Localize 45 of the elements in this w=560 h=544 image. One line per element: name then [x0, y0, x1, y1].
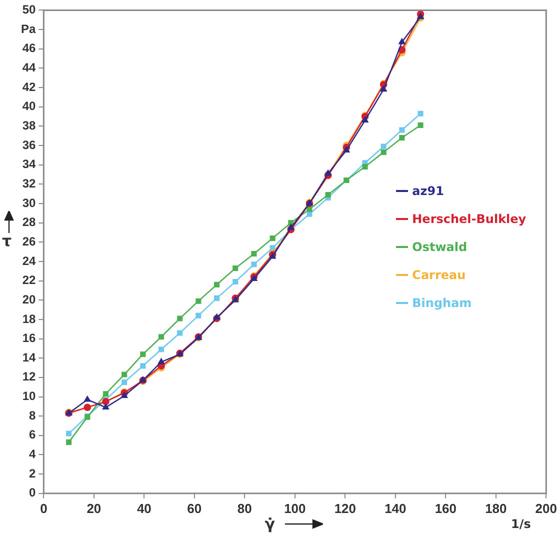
y-tick-label: 40 — [22, 99, 36, 114]
y-tick-label: 44 — [22, 60, 36, 74]
y-tick-label: 36 — [22, 138, 36, 152]
y-tick-label: 6 — [28, 428, 36, 442]
y-tick-label: 8 — [28, 408, 36, 422]
y-tick-label: 38 — [22, 118, 36, 132]
y-tick-label: 12 — [22, 370, 36, 384]
y-tick-label: 30 — [22, 196, 36, 210]
y-tick-label: 34 — [22, 157, 36, 172]
y-tick-label: 22 — [22, 273, 36, 288]
y-tick-label: 0 — [28, 486, 36, 500]
y-tick-label: 26 — [22, 234, 36, 248]
y-axis-title: τ — [2, 232, 12, 250]
y-tick-label: 42 — [22, 80, 36, 94]
y-tick-label: 32 — [22, 176, 36, 190]
y-tick-label: 28 — [22, 215, 36, 230]
y-tick-label: 18 — [22, 312, 36, 326]
text: 1/s — [511, 517, 531, 532]
x-tick-label: 160 — [434, 500, 457, 516]
legend-label: az91 — [412, 184, 444, 198]
y-tick-label: Pa — [20, 22, 36, 36]
x-tick-label: 100 — [284, 500, 306, 516]
legend-label: Ostwald — [412, 240, 468, 254]
y-tick-label: 50 — [22, 2, 36, 17]
x-tick-label: 200 — [535, 500, 558, 516]
y-tick-label: 16 — [22, 331, 36, 346]
y-tick-label: 20 — [22, 292, 36, 306]
y-tick-label: 10 — [22, 389, 36, 404]
y-tick-label: 24 — [22, 254, 36, 268]
x-tick-label: 20 — [86, 500, 102, 516]
y-tick-label: 14 — [22, 350, 36, 364]
x-tick-label: 180 — [485, 500, 507, 516]
legend-label: Bingham — [412, 296, 472, 310]
x-tick-label: 80 — [237, 500, 252, 516]
x-tick-label: 60 — [187, 500, 202, 516]
legend-label: Carreau — [412, 268, 466, 282]
x-axis-title: γ̇ — [264, 515, 275, 534]
x-tick-label: 140 — [384, 500, 406, 516]
y-tick-label: 2 — [28, 466, 36, 480]
y-tick-label: 46 — [22, 41, 36, 56]
y-tick-label: 4 — [28, 447, 36, 462]
x-tick-label: 120 — [334, 500, 356, 516]
x-tick-label: 40 — [136, 500, 152, 516]
x-tick-label: 0 — [40, 500, 48, 516]
legend-label: Herschel-Bulkley — [412, 212, 526, 226]
